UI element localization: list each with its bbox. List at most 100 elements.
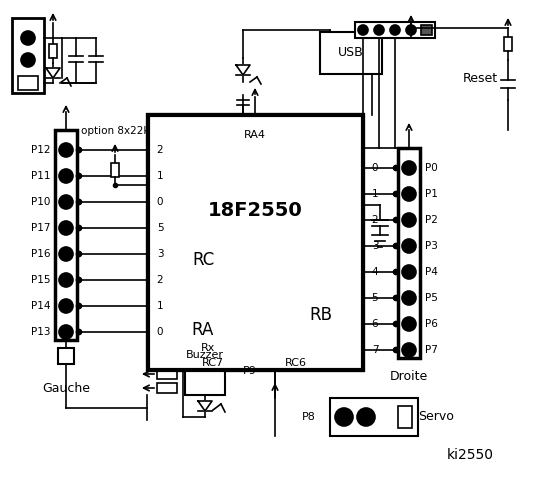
Text: Droite: Droite <box>390 370 428 383</box>
Circle shape <box>394 243 399 249</box>
Text: P15: P15 <box>30 275 50 285</box>
Circle shape <box>394 348 399 352</box>
Text: Buzzer: Buzzer <box>186 350 224 360</box>
Circle shape <box>76 277 81 283</box>
Text: 7: 7 <box>372 345 378 355</box>
Circle shape <box>76 329 81 335</box>
Text: P2: P2 <box>425 215 438 225</box>
Text: 2: 2 <box>156 145 163 155</box>
Text: 4: 4 <box>372 267 378 277</box>
Circle shape <box>402 317 416 331</box>
Text: Rx: Rx <box>201 343 215 353</box>
Text: P1: P1 <box>425 189 438 199</box>
Text: RC: RC <box>192 251 214 269</box>
Text: Servo: Servo <box>418 410 454 423</box>
Bar <box>148 115 363 370</box>
Text: P11: P11 <box>30 171 50 181</box>
Text: P17: P17 <box>30 223 50 233</box>
Circle shape <box>59 299 73 313</box>
Text: 1: 1 <box>156 301 163 311</box>
Polygon shape <box>46 68 60 78</box>
Polygon shape <box>236 65 250 75</box>
Circle shape <box>390 25 400 35</box>
Text: P10: P10 <box>30 197 50 207</box>
Bar <box>157 369 177 379</box>
Circle shape <box>406 25 416 35</box>
Circle shape <box>394 217 399 223</box>
Text: 0: 0 <box>156 327 163 337</box>
Circle shape <box>21 31 35 45</box>
Circle shape <box>402 239 416 253</box>
Bar <box>185 363 225 395</box>
Circle shape <box>76 303 81 309</box>
Text: P4: P4 <box>425 267 438 277</box>
Text: P7: P7 <box>425 345 438 355</box>
Text: P3: P3 <box>425 241 438 251</box>
Bar <box>157 383 177 393</box>
Circle shape <box>59 325 73 339</box>
Circle shape <box>76 200 81 204</box>
Text: 2: 2 <box>372 215 378 225</box>
Text: RB: RB <box>310 306 332 324</box>
Text: RC7: RC7 <box>202 358 224 368</box>
Text: Gauche: Gauche <box>42 382 90 395</box>
Circle shape <box>76 173 81 179</box>
Text: 2: 2 <box>156 275 163 285</box>
Text: 0: 0 <box>372 163 378 173</box>
Circle shape <box>76 252 81 256</box>
Text: P12: P12 <box>30 145 50 155</box>
Text: ki2550: ki2550 <box>446 448 493 462</box>
Bar <box>421 25 432 35</box>
Text: P9: P9 <box>243 366 257 376</box>
Circle shape <box>394 296 399 300</box>
Text: 6: 6 <box>372 319 378 329</box>
Text: 1: 1 <box>156 171 163 181</box>
Circle shape <box>76 226 81 230</box>
Bar <box>320 32 382 74</box>
Text: P13: P13 <box>30 327 50 337</box>
Bar <box>12 18 44 93</box>
Text: P0: P0 <box>425 163 438 173</box>
Circle shape <box>402 161 416 175</box>
Circle shape <box>402 291 416 305</box>
Text: P16: P16 <box>30 249 50 259</box>
Text: P6: P6 <box>425 319 438 329</box>
Circle shape <box>59 247 73 261</box>
Text: 5: 5 <box>372 293 378 303</box>
Circle shape <box>59 195 73 209</box>
Text: USB: USB <box>338 47 364 60</box>
Circle shape <box>59 273 73 287</box>
Text: 3: 3 <box>372 241 378 251</box>
Circle shape <box>21 53 35 67</box>
Bar <box>49 44 57 58</box>
Bar <box>504 37 512 51</box>
Bar <box>330 398 418 436</box>
Circle shape <box>402 213 416 227</box>
Text: 1: 1 <box>372 189 378 199</box>
Bar <box>398 148 420 358</box>
Circle shape <box>76 147 81 153</box>
Text: 18F2550: 18F2550 <box>207 201 302 219</box>
Text: Reset: Reset <box>462 72 498 84</box>
Polygon shape <box>198 401 212 411</box>
Text: RA: RA <box>192 321 214 339</box>
Bar <box>111 163 119 177</box>
Bar <box>398 406 412 428</box>
Circle shape <box>394 166 399 170</box>
Circle shape <box>394 322 399 326</box>
Text: P5: P5 <box>425 293 438 303</box>
Text: RA4: RA4 <box>244 130 266 140</box>
Circle shape <box>374 25 384 35</box>
Text: 0: 0 <box>156 197 163 207</box>
Circle shape <box>358 25 368 35</box>
Circle shape <box>59 169 73 183</box>
Bar <box>355 22 435 38</box>
Circle shape <box>402 265 416 279</box>
Text: 5: 5 <box>156 223 163 233</box>
Circle shape <box>335 408 353 426</box>
Circle shape <box>357 408 375 426</box>
Bar <box>58 348 74 364</box>
Circle shape <box>59 221 73 235</box>
Bar <box>18 76 38 90</box>
Text: P14: P14 <box>30 301 50 311</box>
